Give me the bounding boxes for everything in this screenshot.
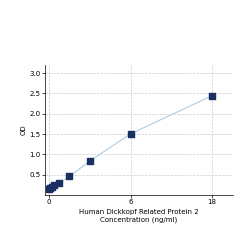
Y-axis label: OD: OD bbox=[21, 125, 27, 135]
Point bbox=[48, 186, 52, 190]
Point bbox=[88, 159, 92, 163]
Point bbox=[47, 186, 51, 190]
Point bbox=[57, 180, 61, 184]
Point bbox=[68, 174, 71, 178]
X-axis label: Human Dickkopf Related Protein 2
Concentration (ng/ml): Human Dickkopf Related Protein 2 Concent… bbox=[79, 209, 198, 223]
Point bbox=[128, 132, 132, 136]
Point bbox=[50, 185, 54, 189]
Point bbox=[210, 94, 214, 98]
Point bbox=[52, 184, 56, 188]
